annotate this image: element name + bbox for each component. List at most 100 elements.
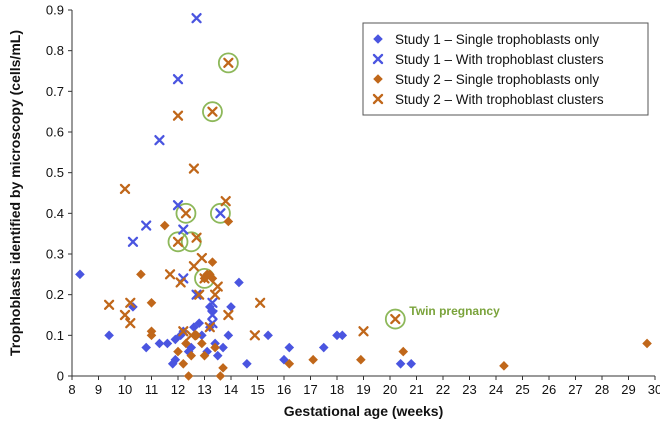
data-point (127, 236, 139, 247)
y-tick-label: 0.6 (46, 125, 64, 140)
data-point (197, 330, 207, 341)
data-point (170, 354, 181, 365)
data-point (178, 326, 189, 337)
x-tick-label: 16 (277, 382, 291, 397)
y-tick-label: 0.7 (46, 84, 64, 99)
data-point (218, 342, 228, 353)
data-point (215, 208, 226, 219)
data-point (141, 220, 152, 231)
data-point (172, 110, 184, 121)
data-point (159, 220, 170, 231)
data-point (172, 200, 184, 211)
data-point (406, 359, 416, 369)
data-point (499, 361, 509, 371)
legend-label: Study 1 – With trophoblast clusters (395, 52, 604, 67)
data-point (146, 330, 157, 341)
data-point (254, 297, 266, 308)
data-point (103, 299, 115, 310)
data-point (337, 330, 348, 341)
data-point (181, 338, 191, 349)
data-point (207, 309, 218, 321)
highlight-circle (202, 101, 223, 123)
data-point (332, 330, 342, 341)
data-point (119, 309, 131, 321)
x-tick-label: 26 (542, 382, 556, 397)
data-point (178, 224, 189, 235)
legend-marker (373, 74, 383, 84)
legend-label: Study 1 – Single trophoblasts only (395, 32, 599, 47)
data-point (205, 269, 215, 280)
data-point (146, 298, 157, 308)
x-tick-label: 21 (409, 382, 423, 397)
data-point (188, 261, 200, 272)
legend-box (362, 22, 649, 116)
data-point (263, 330, 273, 341)
data-point (186, 330, 197, 341)
data-point (141, 342, 151, 353)
data-point (125, 297, 136, 308)
x-tick-label: 22 (436, 382, 450, 397)
x-axis-title: Gestational age (weeks) (284, 403, 444, 419)
data-point (167, 359, 178, 369)
highlight-circle (217, 52, 239, 74)
data-point (220, 195, 231, 207)
data-point (226, 302, 236, 312)
legend-marker (372, 93, 384, 105)
x-tick-label: 25 (515, 382, 529, 397)
data-point (207, 257, 218, 267)
x-tick-label: 30 (648, 382, 660, 397)
x-tick-label: 23 (462, 382, 476, 397)
data-point (191, 289, 202, 300)
data-point (119, 183, 131, 195)
data-point (223, 216, 234, 227)
x-tick-label: 29 (621, 382, 635, 397)
data-point (175, 277, 186, 288)
highlight-circle (167, 231, 189, 253)
legend-label: Study 2 – With trophoblast clusters (395, 92, 604, 107)
annotation-twin-pregnancy: Twin pregnancy (409, 304, 500, 318)
data-point (223, 330, 234, 341)
data-point (215, 371, 226, 381)
data-point (249, 330, 260, 341)
data-point (218, 363, 228, 373)
x-tick-label: 18 (330, 382, 344, 397)
x-tick-label: 28 (595, 382, 609, 397)
data-point (75, 269, 85, 280)
data-points (75, 12, 652, 381)
y-tick-label: 0.8 (46, 43, 64, 58)
data-point (104, 330, 114, 341)
data-point (223, 309, 234, 321)
data-point (204, 322, 215, 333)
legend-label: Study 2 – Single trophoblasts only (395, 72, 599, 87)
x-tick-label: 13 (197, 382, 211, 397)
y-tick-label: 0.9 (46, 3, 64, 18)
data-point (212, 281, 223, 292)
x-tick-label: 14 (224, 382, 238, 397)
data-point (390, 313, 401, 325)
highlight-circle (384, 308, 406, 330)
x-tick-label: 8 (68, 382, 75, 397)
highlight-circles (167, 52, 406, 330)
data-point (162, 338, 173, 349)
data-point (189, 322, 199, 332)
x-tick-label: 24 (489, 382, 503, 397)
data-point (197, 338, 207, 349)
data-point (186, 350, 197, 361)
y-tick-label: 0.4 (46, 206, 64, 221)
x-tick-label: 9 (95, 382, 102, 397)
data-point (358, 326, 369, 337)
series-2 (127, 12, 226, 329)
highlight-circle (175, 202, 197, 224)
y-tick-label: 0.1 (46, 328, 64, 343)
data-point (180, 208, 192, 219)
data-point (207, 273, 218, 284)
highlight-circle (209, 202, 231, 224)
data-point (125, 317, 136, 329)
data-point (356, 354, 366, 365)
data-point (196, 252, 207, 264)
data-point (154, 134, 165, 146)
data-point (210, 342, 220, 353)
data-point (207, 297, 218, 308)
data-point (212, 350, 223, 361)
data-point (223, 57, 234, 69)
